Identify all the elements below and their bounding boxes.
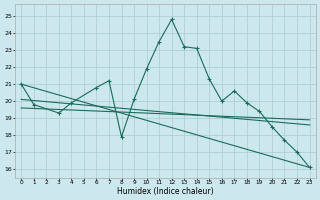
X-axis label: Humidex (Indice chaleur): Humidex (Indice chaleur) (117, 187, 214, 196)
